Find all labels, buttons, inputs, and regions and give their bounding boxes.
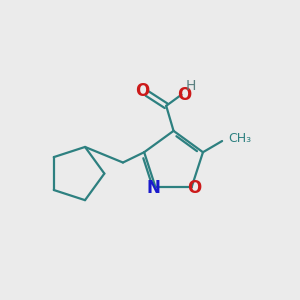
Text: N: N (146, 179, 160, 197)
Text: O: O (187, 179, 201, 197)
Text: O: O (177, 85, 192, 103)
Text: H: H (186, 80, 196, 93)
Text: O: O (136, 82, 150, 100)
Text: CH₃: CH₃ (229, 132, 252, 145)
